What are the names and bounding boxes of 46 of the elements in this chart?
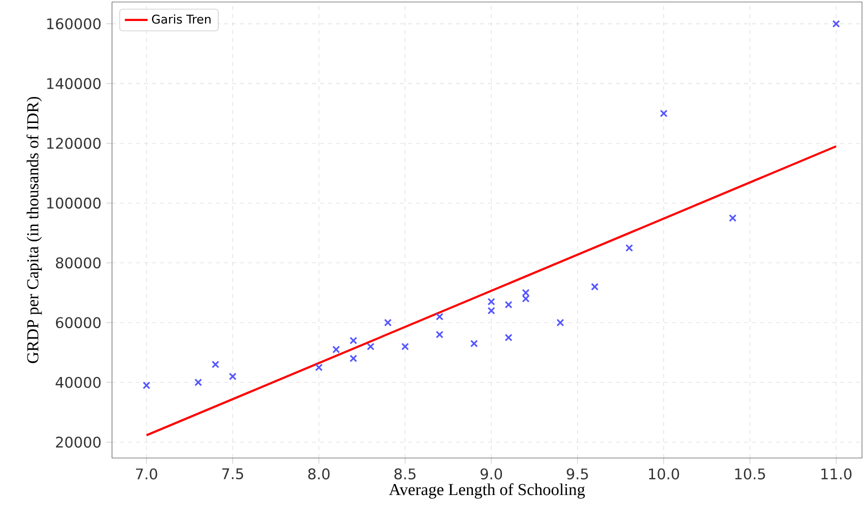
point bbox=[487, 306, 496, 314]
point bbox=[194, 378, 202, 386]
x-tick-label: 11.0 bbox=[821, 468, 852, 480]
point bbox=[142, 382, 150, 390]
point bbox=[470, 340, 478, 348]
point bbox=[522, 288, 530, 297]
x-tick-label: 9.5 bbox=[566, 468, 588, 480]
point bbox=[228, 372, 237, 380]
point bbox=[350, 354, 358, 362]
y-tick-label: 40000 bbox=[56, 376, 101, 388]
point bbox=[660, 110, 668, 118]
point bbox=[487, 298, 496, 306]
point bbox=[504, 300, 512, 309]
x-tick-label: 7.5 bbox=[222, 468, 244, 480]
y-axis-title: GRDP per Capita (in thousands of IDR) bbox=[26, 96, 42, 364]
y-tick-label: 20000 bbox=[56, 436, 101, 448]
y-tick-label: 80000 bbox=[56, 257, 101, 268]
x-axis-title: Average Length of Schooling bbox=[388, 483, 585, 499]
x-tick-label: 10.0 bbox=[649, 468, 680, 480]
point bbox=[212, 360, 220, 368]
point bbox=[384, 318, 392, 326]
y-tick-label: 160000 bbox=[47, 18, 101, 30]
legend-label: Garis Tren bbox=[152, 14, 211, 24]
point bbox=[832, 20, 840, 28]
point bbox=[728, 214, 737, 222]
point bbox=[401, 342, 409, 350]
point bbox=[366, 342, 374, 350]
x-tick-label: 7.0 bbox=[136, 468, 158, 480]
point bbox=[522, 294, 530, 303]
y-tick-label: 120000 bbox=[47, 138, 101, 149]
x-tick-label: 9.0 bbox=[480, 468, 502, 480]
point bbox=[504, 334, 512, 342]
point bbox=[436, 330, 444, 338]
point bbox=[350, 336, 358, 344]
x-tick-label: 8.0 bbox=[308, 468, 330, 480]
point bbox=[590, 282, 599, 291]
point bbox=[436, 312, 444, 320]
point bbox=[332, 346, 340, 354]
point bbox=[625, 244, 634, 252]
point bbox=[556, 318, 564, 326]
y-tick-label: 140000 bbox=[47, 78, 101, 90]
y-tick-label: 60000 bbox=[56, 317, 101, 328]
point bbox=[315, 364, 323, 372]
x-tick-label: 10.5 bbox=[735, 468, 765, 480]
x-tick-label: 8.5 bbox=[394, 468, 416, 480]
y-tick-label: 100000 bbox=[47, 198, 101, 209]
